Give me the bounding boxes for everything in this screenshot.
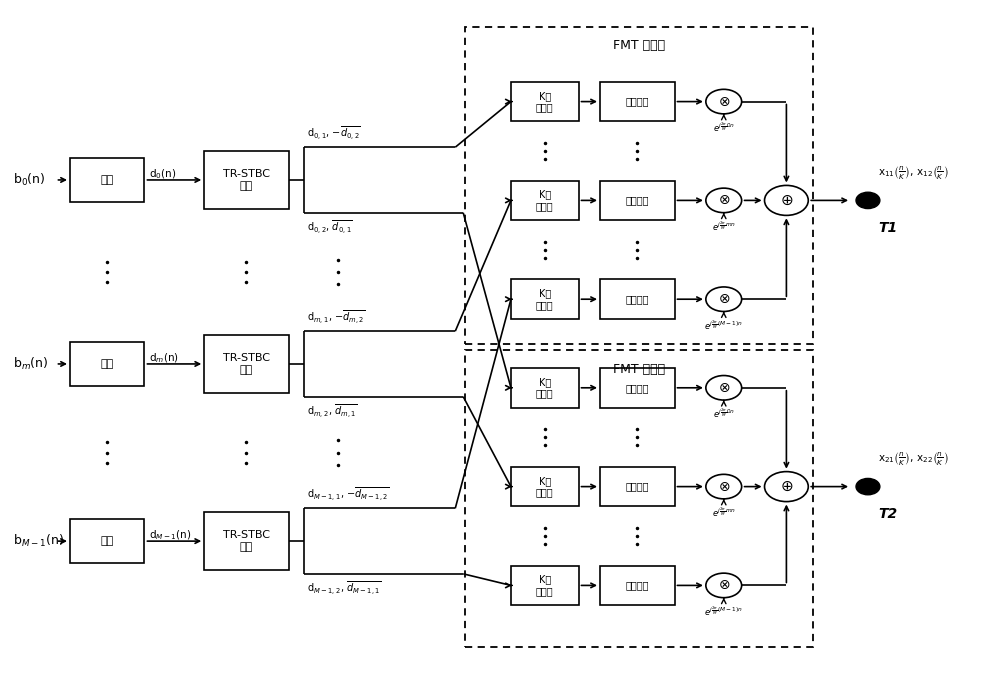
Text: 发射滤波: 发射滤波: [625, 97, 649, 106]
Bar: [600, 82, 675, 122]
Bar: [600, 280, 675, 319]
Bar: [465, 27, 813, 344]
Text: $e^{j\frac{2\pi}{M}(M-1)n}$: $e^{j\frac{2\pi}{M}(M-1)n}$: [704, 605, 743, 618]
Text: K倍
升采样: K倍 升采样: [536, 91, 554, 113]
Text: b$_m$(n): b$_m$(n): [13, 356, 48, 372]
Circle shape: [765, 185, 808, 216]
Text: T1: T1: [878, 221, 897, 235]
Text: 发射滤波: 发射滤波: [625, 581, 649, 590]
Text: 映射: 映射: [101, 175, 114, 185]
Text: d$_{M-1}$(n): d$_{M-1}$(n): [149, 529, 192, 543]
Bar: [600, 368, 675, 407]
Circle shape: [706, 376, 742, 400]
Text: FMT 调制器: FMT 调制器: [613, 39, 665, 52]
Text: 映射: 映射: [101, 359, 114, 369]
Circle shape: [706, 573, 742, 598]
Text: TR-STBC
编码: TR-STBC 编码: [223, 353, 270, 374]
Text: d$_{0,2}$, $\overline{d_{0,1}}$: d$_{0,2}$, $\overline{d_{0,1}}$: [307, 218, 352, 236]
Text: $\otimes$: $\otimes$: [718, 381, 730, 395]
Bar: [511, 565, 579, 605]
Bar: [204, 151, 289, 209]
Text: 映射: 映射: [101, 536, 114, 546]
Circle shape: [706, 89, 742, 114]
Text: x$_{21}$$\left(\frac{n}{K}\right)$, x$_{22}$$\left(\frac{n}{K}\right)$: x$_{21}$$\left(\frac{n}{K}\right)$, x$_{…: [878, 451, 948, 468]
Text: b$_{M-1}$(n): b$_{M-1}$(n): [13, 533, 64, 549]
Text: T2: T2: [878, 507, 897, 521]
Text: b$_0$(n): b$_0$(n): [13, 172, 45, 188]
Bar: [600, 181, 675, 220]
Text: $\oplus$: $\oplus$: [780, 193, 793, 208]
Bar: [70, 158, 144, 202]
Bar: [600, 565, 675, 605]
Text: d$_m$(n): d$_m$(n): [149, 352, 179, 365]
Text: 发射滤波: 发射滤波: [625, 482, 649, 492]
Circle shape: [706, 474, 742, 499]
Text: $e^{j\frac{2\pi}{M}(M-1)n}$: $e^{j\frac{2\pi}{M}(M-1)n}$: [704, 318, 743, 332]
Text: d$_{M-1,1}$, $-\overline{d_{M-1,2}}$: d$_{M-1,1}$, $-\overline{d_{M-1,2}}$: [307, 485, 389, 503]
Text: K倍
升采样: K倍 升采样: [536, 377, 554, 398]
Bar: [600, 467, 675, 506]
Bar: [465, 350, 813, 646]
Bar: [511, 181, 579, 220]
Text: d$_{0,1}$, $-\overline{d_{0,2}}$: d$_{0,1}$, $-\overline{d_{0,2}}$: [307, 124, 360, 142]
Text: d$_{m,1}$, $-\overline{d_{m,2}}$: d$_{m,1}$, $-\overline{d_{m,2}}$: [307, 308, 365, 326]
Bar: [204, 512, 289, 570]
Circle shape: [706, 188, 742, 213]
Text: 发射滤波: 发射滤波: [625, 195, 649, 205]
Text: 发射滤波: 发射滤波: [625, 294, 649, 304]
Circle shape: [706, 287, 742, 311]
Circle shape: [765, 471, 808, 502]
Text: K倍
升采样: K倍 升采样: [536, 476, 554, 497]
Text: $e^{j\frac{2\pi}{M}mn}$: $e^{j\frac{2\pi}{M}mn}$: [712, 219, 736, 233]
Text: $\otimes$: $\otimes$: [718, 95, 730, 109]
Text: K倍
升采样: K倍 升采样: [536, 190, 554, 211]
Text: $e^{j\frac{2\pi}{M}mn}$: $e^{j\frac{2\pi}{M}mn}$: [712, 506, 736, 519]
Bar: [70, 519, 144, 563]
Text: $\otimes$: $\otimes$: [718, 578, 730, 592]
Text: $e^{j\frac{2\pi}{M}0n}$: $e^{j\frac{2\pi}{M}0n}$: [713, 407, 735, 420]
Text: TR-STBC
编码: TR-STBC 编码: [223, 530, 270, 552]
Text: d$_{M-1,2}$, $\overline{d_{M-1,1}}$: d$_{M-1,2}$, $\overline{d_{M-1,1}}$: [307, 579, 381, 597]
Text: d$_{m,2}$, $\overline{d_{m,1}}$: d$_{m,2}$, $\overline{d_{m,1}}$: [307, 402, 357, 420]
Text: $\otimes$: $\otimes$: [718, 194, 730, 207]
Text: $\oplus$: $\oplus$: [780, 479, 793, 494]
Bar: [204, 335, 289, 393]
Bar: [70, 342, 144, 386]
Circle shape: [856, 478, 880, 495]
Bar: [511, 82, 579, 122]
Text: $\otimes$: $\otimes$: [718, 480, 730, 493]
Circle shape: [856, 192, 880, 209]
Text: $e^{j\frac{2\pi}{M}0n}$: $e^{j\frac{2\pi}{M}0n}$: [713, 121, 735, 134]
Text: K倍
升采样: K倍 升采样: [536, 289, 554, 310]
Text: K倍
升采样: K倍 升采样: [536, 574, 554, 596]
Text: TR-STBC
编码: TR-STBC 编码: [223, 169, 270, 191]
Bar: [511, 280, 579, 319]
Text: 发射滤波: 发射滤波: [625, 383, 649, 393]
Text: x$_{11}$$\left(\frac{n}{K}\right)$, x$_{12}$$\left(\frac{n}{K}\right)$: x$_{11}$$\left(\frac{n}{K}\right)$, x$_{…: [878, 165, 948, 181]
Text: $\otimes$: $\otimes$: [718, 292, 730, 306]
Text: FMT 调制器: FMT 调制器: [613, 363, 665, 376]
Bar: [511, 368, 579, 407]
Text: d$_0$(n): d$_0$(n): [149, 168, 177, 181]
Bar: [511, 467, 579, 506]
